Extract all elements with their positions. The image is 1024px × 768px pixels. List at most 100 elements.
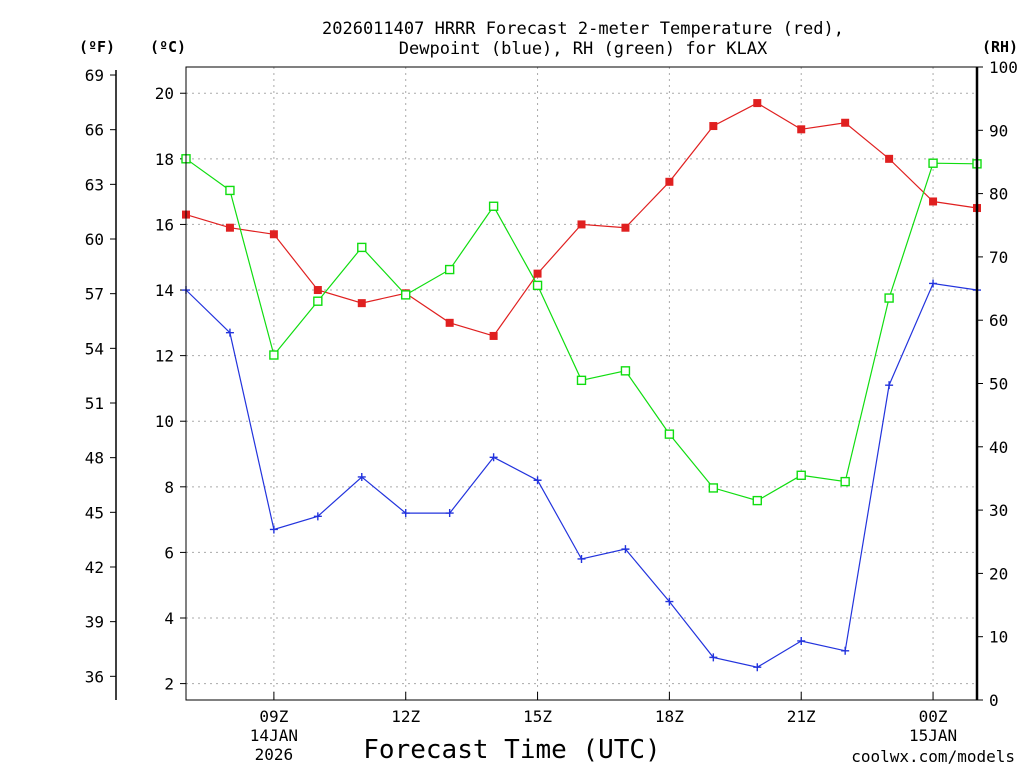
temperature-point — [841, 118, 850, 127]
temperature-point — [753, 99, 762, 108]
fahrenheit-tick-label: 63 — [85, 175, 104, 194]
rh-tick-label: 70 — [989, 248, 1008, 267]
rh-point — [532, 280, 543, 291]
dewpoint-point — [225, 328, 234, 337]
rh-tick-label: 30 — [989, 501, 1008, 520]
celsius-tick-label: 4 — [164, 609, 174, 628]
fahrenheit-tick-label: 60 — [85, 230, 104, 249]
rh-point — [225, 185, 235, 196]
time-year-label: 2026 — [255, 745, 294, 764]
temperature-point — [665, 177, 674, 186]
fahrenheit-axis: 36 39 42 45 48 51 54 57 60 63 66 69 — [85, 66, 116, 686]
time-tick-label: 09Z — [259, 707, 288, 726]
temperature-point — [577, 220, 586, 229]
dewpoint-point — [577, 554, 586, 563]
temperature-point — [885, 154, 894, 163]
dewpoint-point — [753, 663, 762, 672]
time-date-label: 14JAN — [250, 726, 298, 745]
rh-tick-label: 10 — [989, 628, 1008, 647]
rh-tick-label: 60 — [989, 311, 1008, 330]
rh-point — [444, 264, 455, 275]
rh-point — [840, 476, 850, 487]
fahrenheit-tick-label: 57 — [85, 285, 104, 304]
dewpoint-point — [401, 509, 410, 518]
temperature-point — [709, 122, 718, 131]
time-date-label: 15JAN — [909, 726, 957, 745]
rh-point — [884, 293, 894, 303]
rh-tick-label: 0 — [989, 691, 999, 710]
time-tick-label: 18Z — [655, 707, 684, 726]
temperature-point — [929, 197, 938, 206]
fahrenheit-tick-label: 66 — [85, 121, 104, 140]
temperature-line — [185, 102, 978, 337]
rh-axis: 0 10 20 30 40 50 60 70 80 90 100 — [977, 58, 1018, 710]
rh-tick-label: 40 — [989, 438, 1008, 457]
fahrenheit-tick-label: 45 — [85, 503, 104, 522]
rh-point — [269, 350, 279, 360]
rh-tick-label: 20 — [989, 564, 1008, 583]
rh-point — [401, 290, 411, 300]
rh-point — [928, 158, 938, 168]
x-axis-label: Forecast Time (UTC) — [363, 735, 660, 765]
celsius-unit-label: (ºC) — [150, 38, 186, 56]
temperature-point — [313, 286, 322, 295]
data-series — [181, 99, 982, 672]
celsius-tick-label: 14 — [155, 281, 174, 300]
time-tick-label: 21Z — [787, 707, 816, 726]
fahrenheit-tick-label: 54 — [85, 339, 104, 358]
temperature-point — [489, 331, 498, 340]
temperature-point — [533, 269, 542, 278]
dewpoint-point — [621, 545, 630, 554]
rh-point — [357, 242, 367, 253]
time-tick-label: 00Z — [919, 707, 948, 726]
rh-point — [620, 366, 631, 376]
dewpoint-point — [489, 453, 498, 462]
celsius-tick-label: 10 — [155, 412, 174, 431]
rh-point — [313, 296, 323, 306]
temperature-point — [357, 299, 366, 308]
dewpoint-point — [445, 509, 454, 518]
rh-tick-label: 50 — [989, 375, 1008, 394]
dewpoint-point — [357, 472, 366, 481]
dewpoint-point — [665, 597, 674, 606]
temperature-point — [445, 318, 454, 327]
dewpoint-line — [185, 282, 978, 668]
celsius-tick-label: 6 — [164, 543, 174, 562]
fahrenheit-unit-label: (ºF) — [79, 38, 115, 56]
rh-point — [708, 483, 719, 493]
rh-point — [488, 201, 499, 211]
fahrenheit-tick-label: 39 — [85, 613, 104, 632]
celsius-tick-label: 16 — [155, 215, 174, 234]
celsius-tick-label: 8 — [164, 478, 174, 497]
rh-point — [576, 375, 587, 386]
fahrenheit-tick-label: 69 — [85, 66, 104, 85]
dewpoint-point — [709, 653, 718, 662]
dewpoint-point — [313, 512, 322, 521]
fahrenheit-tick-label: 51 — [85, 394, 104, 413]
chart-title-line2: Dewpoint (blue), RH (green) for KLAX — [399, 39, 768, 59]
rh-tick-label: 100 — [989, 58, 1018, 77]
rh-tick-label: 90 — [989, 121, 1008, 140]
celsius-tick-label: 20 — [155, 84, 174, 103]
fahrenheit-tick-label: 36 — [85, 667, 104, 686]
credit-link[interactable]: coolwx.com/models — [851, 747, 1015, 766]
chart-title-line1: 2026011407 HRRR Forecast 2-meter Tempera… — [322, 19, 844, 39]
dewpoint-point — [797, 636, 806, 645]
time-tick-label: 12Z — [391, 707, 420, 726]
dewpoint-point — [929, 279, 938, 288]
rh-unit-label: (RH) — [982, 38, 1018, 56]
rh-tick-label: 80 — [989, 185, 1008, 204]
dewpoint-point — [269, 525, 278, 534]
celsius-tick-label: 12 — [155, 347, 174, 366]
rh-line — [185, 158, 978, 502]
temperature-point — [225, 223, 234, 232]
celsius-tick-label: 2 — [164, 675, 174, 694]
temperature-point — [269, 230, 278, 239]
rh-point — [796, 470, 806, 480]
celsius-tick-label: 18 — [155, 150, 174, 169]
dewpoint-point — [533, 476, 542, 485]
temperature-point — [797, 125, 806, 134]
rh-point — [752, 495, 762, 506]
